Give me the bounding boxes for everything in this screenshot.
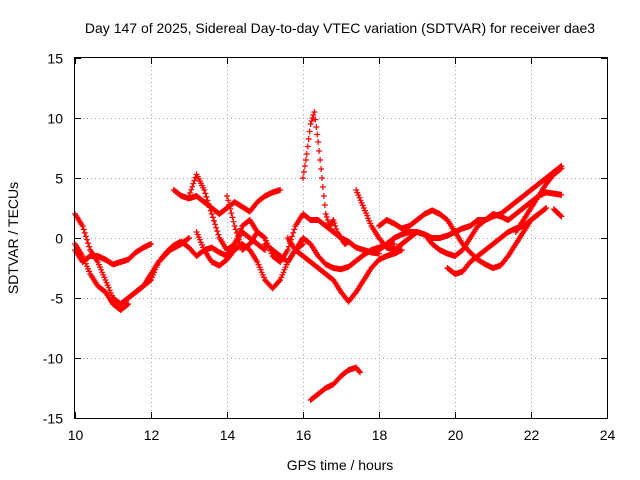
series-track-f: [186, 171, 261, 253]
series-markers: [125, 229, 268, 301]
x-tick-label: 18: [372, 427, 388, 443]
data-points: [72, 109, 565, 403]
series-track-p: [550, 206, 565, 220]
series-track-o: [512, 165, 565, 235]
series-markers: [284, 235, 405, 305]
series-markers: [186, 171, 261, 253]
series-track-peak: [300, 109, 352, 247]
series-track-d: [125, 229, 268, 301]
y-axis-label: SDTVAR / TECUs: [5, 182, 21, 294]
series-track-j: [284, 235, 405, 305]
series-track-l: [376, 163, 565, 253]
x-tick-label: 16: [296, 427, 312, 443]
y-tick-label: -5: [51, 291, 64, 307]
series-markers: [376, 163, 565, 253]
x-tick-label: 22: [524, 427, 540, 443]
y-tick-label: 15: [47, 51, 63, 67]
x-tick-label: 14: [220, 427, 236, 443]
tick-labels: 10 12 14 16 18 20 22 24 -15 -10 -5 0 5 10 15: [43, 51, 616, 444]
series-markers: [307, 364, 363, 403]
series-markers: [300, 109, 352, 247]
series-markers: [550, 206, 565, 220]
x-tick-label: 24: [600, 427, 616, 443]
chart-title: Day 147 of 2025, Sidereal Day-to-day VTE…: [85, 20, 595, 36]
y-tick-label: 0: [55, 231, 63, 247]
series-markers: [512, 165, 565, 235]
x-tick-label: 10: [68, 427, 84, 443]
series-track-low: [307, 364, 363, 403]
x-tick-label: 20: [448, 427, 464, 443]
y-tick-label: 5: [55, 171, 63, 187]
grid-lines: [75, 58, 607, 418]
y-tick-label: -10: [43, 351, 63, 367]
x-axis-label: GPS time / hours: [287, 457, 394, 473]
y-tick-label: 10: [47, 111, 63, 127]
x-tick-label: 12: [144, 427, 160, 443]
y-tick-label: -15: [43, 411, 63, 427]
plot-frame: [74, 57, 608, 419]
